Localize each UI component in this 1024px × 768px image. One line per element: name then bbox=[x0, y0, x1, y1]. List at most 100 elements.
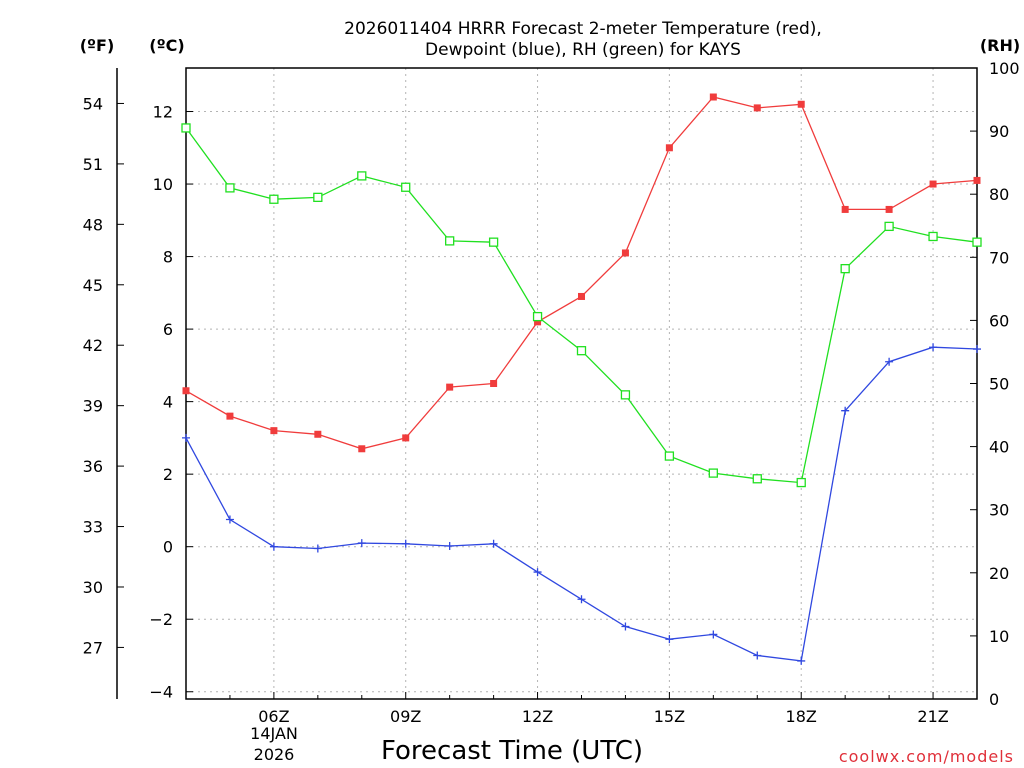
series-rh bbox=[181, 123, 982, 488]
data-point bbox=[489, 539, 498, 548]
data-point bbox=[357, 171, 367, 181]
rh-tick-label: 50 bbox=[989, 375, 1009, 394]
chart-title-line-1: 2026011404 HRRR Forecast 2-meter Tempera… bbox=[344, 19, 822, 39]
celsius-tick-label: 0 bbox=[163, 538, 173, 557]
celsius-tick-label: −4 bbox=[149, 683, 173, 702]
celsius-unit-label: (ºC) bbox=[149, 36, 184, 55]
data-point bbox=[181, 123, 191, 133]
data-point bbox=[885, 205, 893, 213]
data-point bbox=[578, 292, 585, 300]
celsius-tick-label: 10 bbox=[153, 175, 173, 194]
data-point bbox=[621, 622, 630, 631]
fahrenheit-tick-label: 30 bbox=[83, 578, 103, 597]
data-point bbox=[445, 541, 454, 550]
data-point bbox=[182, 387, 190, 395]
rh-tick-label: 20 bbox=[989, 564, 1009, 583]
source-credit: coolwx.com/models bbox=[839, 747, 1014, 766]
data-point bbox=[665, 635, 674, 644]
fahrenheit-tick-label: 45 bbox=[83, 276, 103, 295]
fahrenheit-tick-label: 36 bbox=[83, 457, 103, 476]
series-line bbox=[185, 346, 978, 662]
fahrenheit-tick-label: 54 bbox=[83, 94, 103, 113]
celsius-tick-label: 12 bbox=[153, 103, 173, 122]
celsius-tick-label: 4 bbox=[163, 393, 173, 412]
celsius-tick-label: 8 bbox=[163, 248, 173, 267]
data-point bbox=[973, 176, 981, 184]
data-point bbox=[929, 343, 938, 352]
rh-tick-label: 90 bbox=[989, 122, 1009, 141]
rh-tick-label: 100 bbox=[989, 59, 1020, 78]
data-point bbox=[358, 445, 366, 453]
fahrenheit-unit-label: (ºF) bbox=[80, 36, 115, 55]
fahrenheit-tick-label: 42 bbox=[83, 336, 103, 355]
data-point bbox=[401, 539, 410, 548]
rh-tick-label: 60 bbox=[989, 311, 1009, 330]
data-point bbox=[533, 568, 542, 577]
data-point bbox=[621, 249, 629, 257]
x-tick-label: 21Z bbox=[917, 707, 948, 726]
x-tick-label: 09Z bbox=[390, 707, 421, 726]
data-point bbox=[445, 236, 455, 246]
plot-frame bbox=[185, 67, 978, 700]
axes: −4 −2 0 2 4 6 8 10 12 27 30 33 36 39 42 45 48 51 54 0 10 20 30… bbox=[83, 59, 1020, 726]
data-point bbox=[973, 345, 981, 354]
rh-tick-label: 70 bbox=[989, 248, 1009, 267]
data-point bbox=[576, 346, 587, 356]
x-tick-label: 18Z bbox=[786, 707, 817, 726]
date-label-day: 14JAN bbox=[250, 724, 298, 743]
celsius-tick-label: 6 bbox=[163, 320, 173, 339]
data-point bbox=[753, 651, 762, 660]
data-point bbox=[357, 539, 366, 548]
x-tick-label: 06Z bbox=[258, 707, 289, 726]
data-point bbox=[841, 406, 850, 415]
data-point bbox=[401, 182, 411, 192]
data-point bbox=[972, 237, 982, 247]
series-2-meter-temperature bbox=[182, 93, 981, 453]
series-line bbox=[185, 127, 978, 484]
data-point bbox=[709, 93, 717, 101]
data-point bbox=[402, 434, 410, 442]
data-point bbox=[490, 380, 498, 387]
fahrenheit-tick-label: 33 bbox=[83, 518, 103, 537]
data-point bbox=[709, 630, 718, 639]
data-point bbox=[270, 427, 278, 435]
data-point bbox=[225, 515, 234, 524]
x-axis-title: Forecast Time (UTC) bbox=[381, 736, 643, 766]
x-tick-label: 12Z bbox=[522, 707, 553, 726]
chart-title-line-2: Dewpoint (blue), RH (green) for KAYS bbox=[425, 40, 741, 60]
data-point bbox=[314, 430, 322, 438]
data-point bbox=[313, 544, 322, 553]
data-point bbox=[929, 180, 937, 188]
fahrenheit-tick-label: 48 bbox=[83, 215, 103, 234]
data-point bbox=[840, 264, 850, 274]
data-point bbox=[269, 194, 279, 204]
data-point bbox=[665, 144, 673, 152]
data-point bbox=[797, 100, 805, 108]
data-point bbox=[532, 311, 543, 322]
rh-unit-label: (RH) bbox=[980, 36, 1020, 55]
rh-tick-label: 30 bbox=[989, 501, 1009, 520]
fahrenheit-tick-label: 39 bbox=[83, 397, 103, 416]
data-point bbox=[797, 656, 806, 665]
x-tick-label: 15Z bbox=[654, 707, 685, 726]
rh-tick-label: 10 bbox=[989, 627, 1009, 646]
data-series bbox=[181, 93, 982, 665]
series-dewpoint bbox=[182, 343, 981, 665]
data-point bbox=[577, 595, 586, 604]
rh-tick-label: 40 bbox=[989, 438, 1009, 457]
data-point bbox=[534, 318, 542, 326]
rh-tick-label: 80 bbox=[989, 185, 1009, 204]
gridlines bbox=[186, 68, 977, 699]
data-point bbox=[488, 237, 499, 247]
fahrenheit-tick-label: 27 bbox=[83, 638, 103, 657]
data-point bbox=[664, 451, 675, 461]
data-point bbox=[928, 231, 938, 242]
data-point bbox=[620, 390, 631, 400]
data-point bbox=[753, 104, 761, 112]
data-point bbox=[796, 477, 806, 488]
data-point bbox=[752, 474, 762, 484]
data-point bbox=[182, 433, 190, 442]
celsius-tick-label: −2 bbox=[149, 610, 173, 629]
data-point bbox=[313, 192, 323, 203]
